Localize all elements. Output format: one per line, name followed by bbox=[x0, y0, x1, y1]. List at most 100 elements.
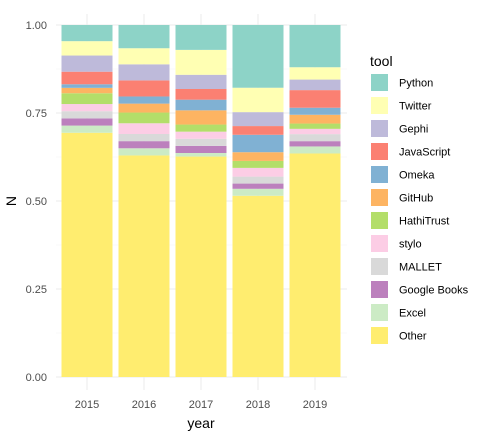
bar-2016-python bbox=[118, 25, 170, 49]
x-tick-label: 2015 bbox=[75, 399, 99, 411]
bars bbox=[61, 25, 341, 377]
bar-2018-hathitrust bbox=[232, 160, 284, 168]
bar-2017-github bbox=[175, 110, 227, 125]
legend-item-stylo: stylo bbox=[371, 235, 422, 252]
legend-key bbox=[371, 235, 388, 252]
legend-label: Python bbox=[399, 78, 433, 90]
x-axis-title: year bbox=[187, 415, 215, 431]
bar-2016-excel bbox=[118, 148, 170, 156]
bar-2019-python bbox=[289, 25, 341, 68]
bar-2017-python bbox=[175, 25, 227, 50]
bar-2019-excel bbox=[289, 146, 341, 154]
bar-2015-github bbox=[61, 87, 113, 94]
bar-2016-other bbox=[118, 155, 170, 377]
legend-label: MALLET bbox=[399, 262, 442, 274]
bar-2016-omeka bbox=[118, 96, 170, 104]
bar-2019-other bbox=[289, 153, 341, 377]
legend-label: GitHub bbox=[399, 193, 433, 205]
bar-2018-javascript bbox=[232, 126, 284, 135]
bar-2019-gephi bbox=[289, 79, 341, 91]
legend-label: Other bbox=[399, 331, 427, 343]
legend-key bbox=[371, 212, 388, 229]
bar-2017-hathitrust bbox=[175, 124, 227, 132]
legend-key bbox=[371, 189, 388, 206]
legend-item-javascript: JavaScript bbox=[371, 143, 450, 160]
bar-2018-twitter bbox=[232, 87, 284, 113]
bar-2019-stylo bbox=[289, 128, 341, 135]
legend-item-twitter: Twitter bbox=[371, 97, 432, 114]
bar-2015-twitter bbox=[61, 41, 113, 56]
bar-2018-mallet bbox=[232, 176, 284, 184]
y-axis-title: N bbox=[3, 196, 19, 206]
bar-2019-twitter bbox=[289, 67, 341, 80]
bar-2015-google-books bbox=[61, 118, 113, 126]
bar-2019-github bbox=[289, 114, 341, 124]
bar-2017-twitter bbox=[175, 49, 227, 75]
bar-2017-other bbox=[175, 156, 227, 377]
legend-item-hathitrust: HathiTrust bbox=[371, 212, 449, 229]
bar-2016-javascript bbox=[118, 80, 170, 97]
bar-2015-gephi bbox=[61, 55, 113, 72]
legend-label: Excel bbox=[399, 308, 426, 320]
bar-2017-stylo bbox=[175, 131, 227, 139]
legend-label: Omeka bbox=[399, 170, 435, 182]
legend-label: JavaScript bbox=[399, 147, 450, 159]
y-tick-label: 0.50 bbox=[26, 196, 47, 208]
legend-key bbox=[371, 143, 388, 160]
legend-item-omeka: Omeka bbox=[371, 166, 435, 183]
bar-2016-gephi bbox=[118, 64, 170, 81]
legend-key bbox=[371, 97, 388, 114]
legend-key bbox=[371, 304, 388, 321]
bar-2016-twitter bbox=[118, 48, 170, 65]
legend-label: Google Books bbox=[399, 285, 469, 297]
bar-2016-mallet bbox=[118, 133, 170, 142]
x-tick-label: 2019 bbox=[303, 399, 327, 411]
legend-key bbox=[371, 166, 388, 183]
bar-2017-excel bbox=[175, 153, 227, 157]
legend-label: Gephi bbox=[399, 124, 428, 136]
legend-key bbox=[371, 74, 388, 91]
bar-2017-omeka bbox=[175, 99, 227, 111]
bar-2017-mallet bbox=[175, 138, 227, 146]
legend-item-gephi: Gephi bbox=[371, 120, 428, 137]
legend-item-github: GitHub bbox=[371, 189, 433, 206]
x-tick-label: 2016 bbox=[132, 399, 156, 411]
x-tick-label: 2017 bbox=[189, 399, 213, 411]
x-tick-labels: 2015 2016 2017 2018 2019 bbox=[75, 399, 327, 411]
bar-2015-omeka bbox=[61, 84, 113, 88]
legend-label: HathiTrust bbox=[399, 216, 449, 228]
bar-2018-other bbox=[232, 195, 284, 377]
bar-2019-google-books bbox=[289, 141, 341, 147]
legend-key bbox=[371, 120, 388, 137]
bar-2015-other bbox=[61, 132, 113, 377]
bar-2019-hathitrust bbox=[289, 123, 341, 129]
y-tick-label: 1.00 bbox=[26, 20, 47, 32]
legend-key bbox=[371, 327, 388, 344]
bar-2015-hathitrust bbox=[61, 93, 113, 105]
y-tick-label: 0.25 bbox=[26, 284, 47, 296]
x-tick-label: 2018 bbox=[246, 399, 270, 411]
y-tick-label: 0.00 bbox=[26, 372, 47, 384]
legend-item-mallet: MALLET bbox=[371, 258, 442, 275]
y-tick-labels: 0.00 0.25 0.50 0.75 1.00 bbox=[26, 20, 47, 384]
legend-label: Twitter bbox=[399, 101, 432, 113]
bar-2015-excel bbox=[61, 125, 113, 133]
bar-2018-google-books bbox=[232, 183, 284, 189]
legend-item-excel: Excel bbox=[371, 304, 426, 321]
bar-2017-javascript bbox=[175, 89, 227, 100]
bar-2017-gephi bbox=[175, 74, 227, 89]
legend-key bbox=[371, 281, 388, 298]
legend-item-other: Other bbox=[371, 327, 427, 344]
bar-2018-excel bbox=[232, 188, 284, 196]
legend-item-python: Python bbox=[371, 74, 433, 91]
legend: tool Python Twitter Gephi JavaScript Omeka Gi… bbox=[370, 53, 469, 344]
bar-2018-gephi bbox=[232, 112, 284, 127]
bar-2015-stylo bbox=[61, 104, 113, 112]
bar-2018-github bbox=[232, 152, 284, 161]
bar-2016-hathitrust bbox=[118, 112, 170, 124]
bar-2015-mallet bbox=[61, 111, 113, 119]
legend-key bbox=[371, 258, 388, 275]
bar-2018-omeka bbox=[232, 134, 284, 153]
bar-2018-python bbox=[232, 25, 284, 88]
